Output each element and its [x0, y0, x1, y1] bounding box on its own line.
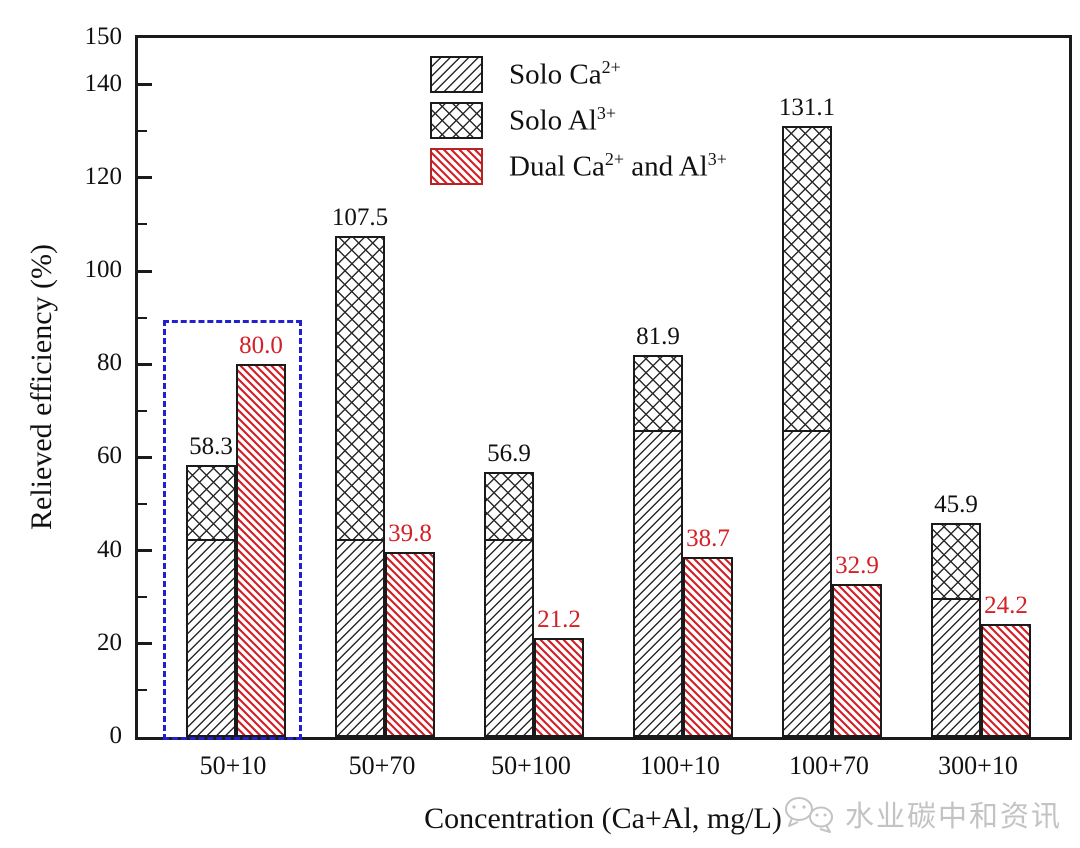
- bar-dual: [534, 638, 584, 737]
- dual-value-label: 38.7: [686, 525, 730, 552]
- legend-item-solo-al: Solo Al3+: [430, 97, 727, 143]
- bar-dual: [981, 624, 1031, 737]
- x-tick-label: 50+100: [491, 751, 571, 780]
- x-tick-label: 50+70: [348, 751, 416, 780]
- y-tick-label: 140: [84, 69, 123, 97]
- bar-solo-stack: [186, 465, 236, 737]
- stack-total-label: 56.9: [487, 440, 531, 467]
- y-major-tick: [138, 176, 152, 180]
- dual-value-label: 21.2: [537, 606, 581, 633]
- watermark-text: 水业碳中和资讯: [844, 799, 1062, 833]
- y-tick-label: 80: [97, 349, 122, 377]
- dual-value-label: 32.9: [835, 552, 879, 579]
- stack-total-label: 45.9: [934, 491, 978, 518]
- y-tick-label: 100: [84, 256, 123, 283]
- superscript: 3+: [596, 102, 616, 123]
- x-axis-title: Concentration (Ca+Al, mg/L): [424, 802, 782, 835]
- x-tick-label: 100+10: [640, 751, 720, 780]
- y-axis-title: Relieved efficiency (%): [25, 244, 58, 530]
- bar-solo-stack: [335, 236, 385, 737]
- legend-item-solo-ca: Solo Ca2+: [430, 51, 727, 97]
- dual-value-label: 80.0: [239, 332, 283, 359]
- bar-segment-solo-ca: [486, 541, 532, 735]
- legend: Solo Ca2+ Solo Al3+ Dual Ca2+ and Al3+: [430, 51, 727, 189]
- legend-item-dual-ca-al: Dual Ca2+ and Al3+: [430, 143, 727, 189]
- bar-segment-solo-ca: [635, 432, 681, 735]
- y-minor-tick: [138, 223, 147, 226]
- y-major-tick: [138, 362, 152, 366]
- bar-dual: [683, 557, 733, 737]
- y-tick-label: 40: [97, 535, 122, 563]
- y-major-tick: [138, 83, 152, 87]
- y-major-tick: [138, 549, 152, 553]
- x-tick-label: 300+10: [938, 751, 1018, 780]
- bar-solo-stack: [782, 126, 832, 737]
- bar-segment-solo-ca: [933, 600, 979, 735]
- bar-solo-stack: [633, 355, 683, 737]
- y-minor-tick: [138, 503, 147, 505]
- y-tick-label: 20: [97, 628, 122, 656]
- legend-label-dual-ca-al: Dual Ca2+ and Al3+: [509, 148, 727, 183]
- y-tick-label: 150: [84, 23, 123, 50]
- bar-segment-solo-ca: [188, 541, 234, 735]
- superscript: 3+: [707, 148, 727, 169]
- watermark: 水业碳中和资讯: [782, 793, 1062, 835]
- superscript: 2+: [601, 56, 621, 77]
- y-minor-tick: [138, 316, 147, 319]
- bar-solo-stack: [484, 472, 534, 737]
- bar-dual: [832, 584, 882, 737]
- bar-segment-solo-ca: [784, 432, 830, 735]
- dual-value-label: 39.8: [388, 520, 432, 547]
- bar-segment-solo-al: [188, 467, 234, 541]
- stack-total-label: 58.3: [189, 433, 233, 460]
- legend-label-solo-ca: Solo Ca2+: [509, 56, 621, 91]
- stack-total-label: 81.9: [636, 323, 680, 350]
- superscript: 2+: [604, 148, 624, 169]
- y-minor-tick: [138, 130, 147, 133]
- bar-segment-solo-ca: [337, 541, 383, 735]
- y-minor-tick: [138, 596, 147, 599]
- x-tick-label: 50+10: [199, 751, 267, 780]
- bar-dual: [385, 552, 435, 737]
- bar-segment-solo-al: [933, 525, 979, 600]
- y-tick-label: 120: [84, 162, 123, 190]
- bar-dual: [236, 364, 286, 737]
- bar-segment-solo-al: [486, 474, 532, 541]
- legend-label-solo-al: Solo Al3+: [509, 102, 616, 137]
- y-major-tick: [138, 269, 152, 273]
- x-tick-label: 100+70: [789, 751, 869, 780]
- dual-value-label: 24.2: [984, 592, 1028, 619]
- y-tick-label: 0: [109, 722, 123, 749]
- bar-segment-solo-al: [784, 128, 830, 432]
- bar-segment-solo-al: [337, 238, 383, 541]
- bar-segment-solo-al: [635, 357, 681, 432]
- wechat-logo-icon: [784, 797, 833, 833]
- plot-area: Solo Ca2+ Solo Al3+ Dual Ca2+ and Al3+ 58.…: [135, 35, 1072, 740]
- bar-solo-stack: [931, 523, 981, 737]
- y-major-tick: [138, 642, 152, 646]
- y-tick-label: 60: [97, 442, 122, 470]
- y-minor-tick: [138, 689, 147, 692]
- y-minor-tick: [138, 409, 147, 412]
- y-major-tick: [138, 455, 152, 459]
- legend-swatch-solo-ca: [430, 55, 483, 93]
- legend-swatch-dual-ca-al: [430, 147, 483, 185]
- legend-swatch-solo-al: [430, 101, 483, 139]
- stack-total-label: 131.1: [778, 94, 836, 121]
- stack-total-label: 107.5: [331, 204, 389, 231]
